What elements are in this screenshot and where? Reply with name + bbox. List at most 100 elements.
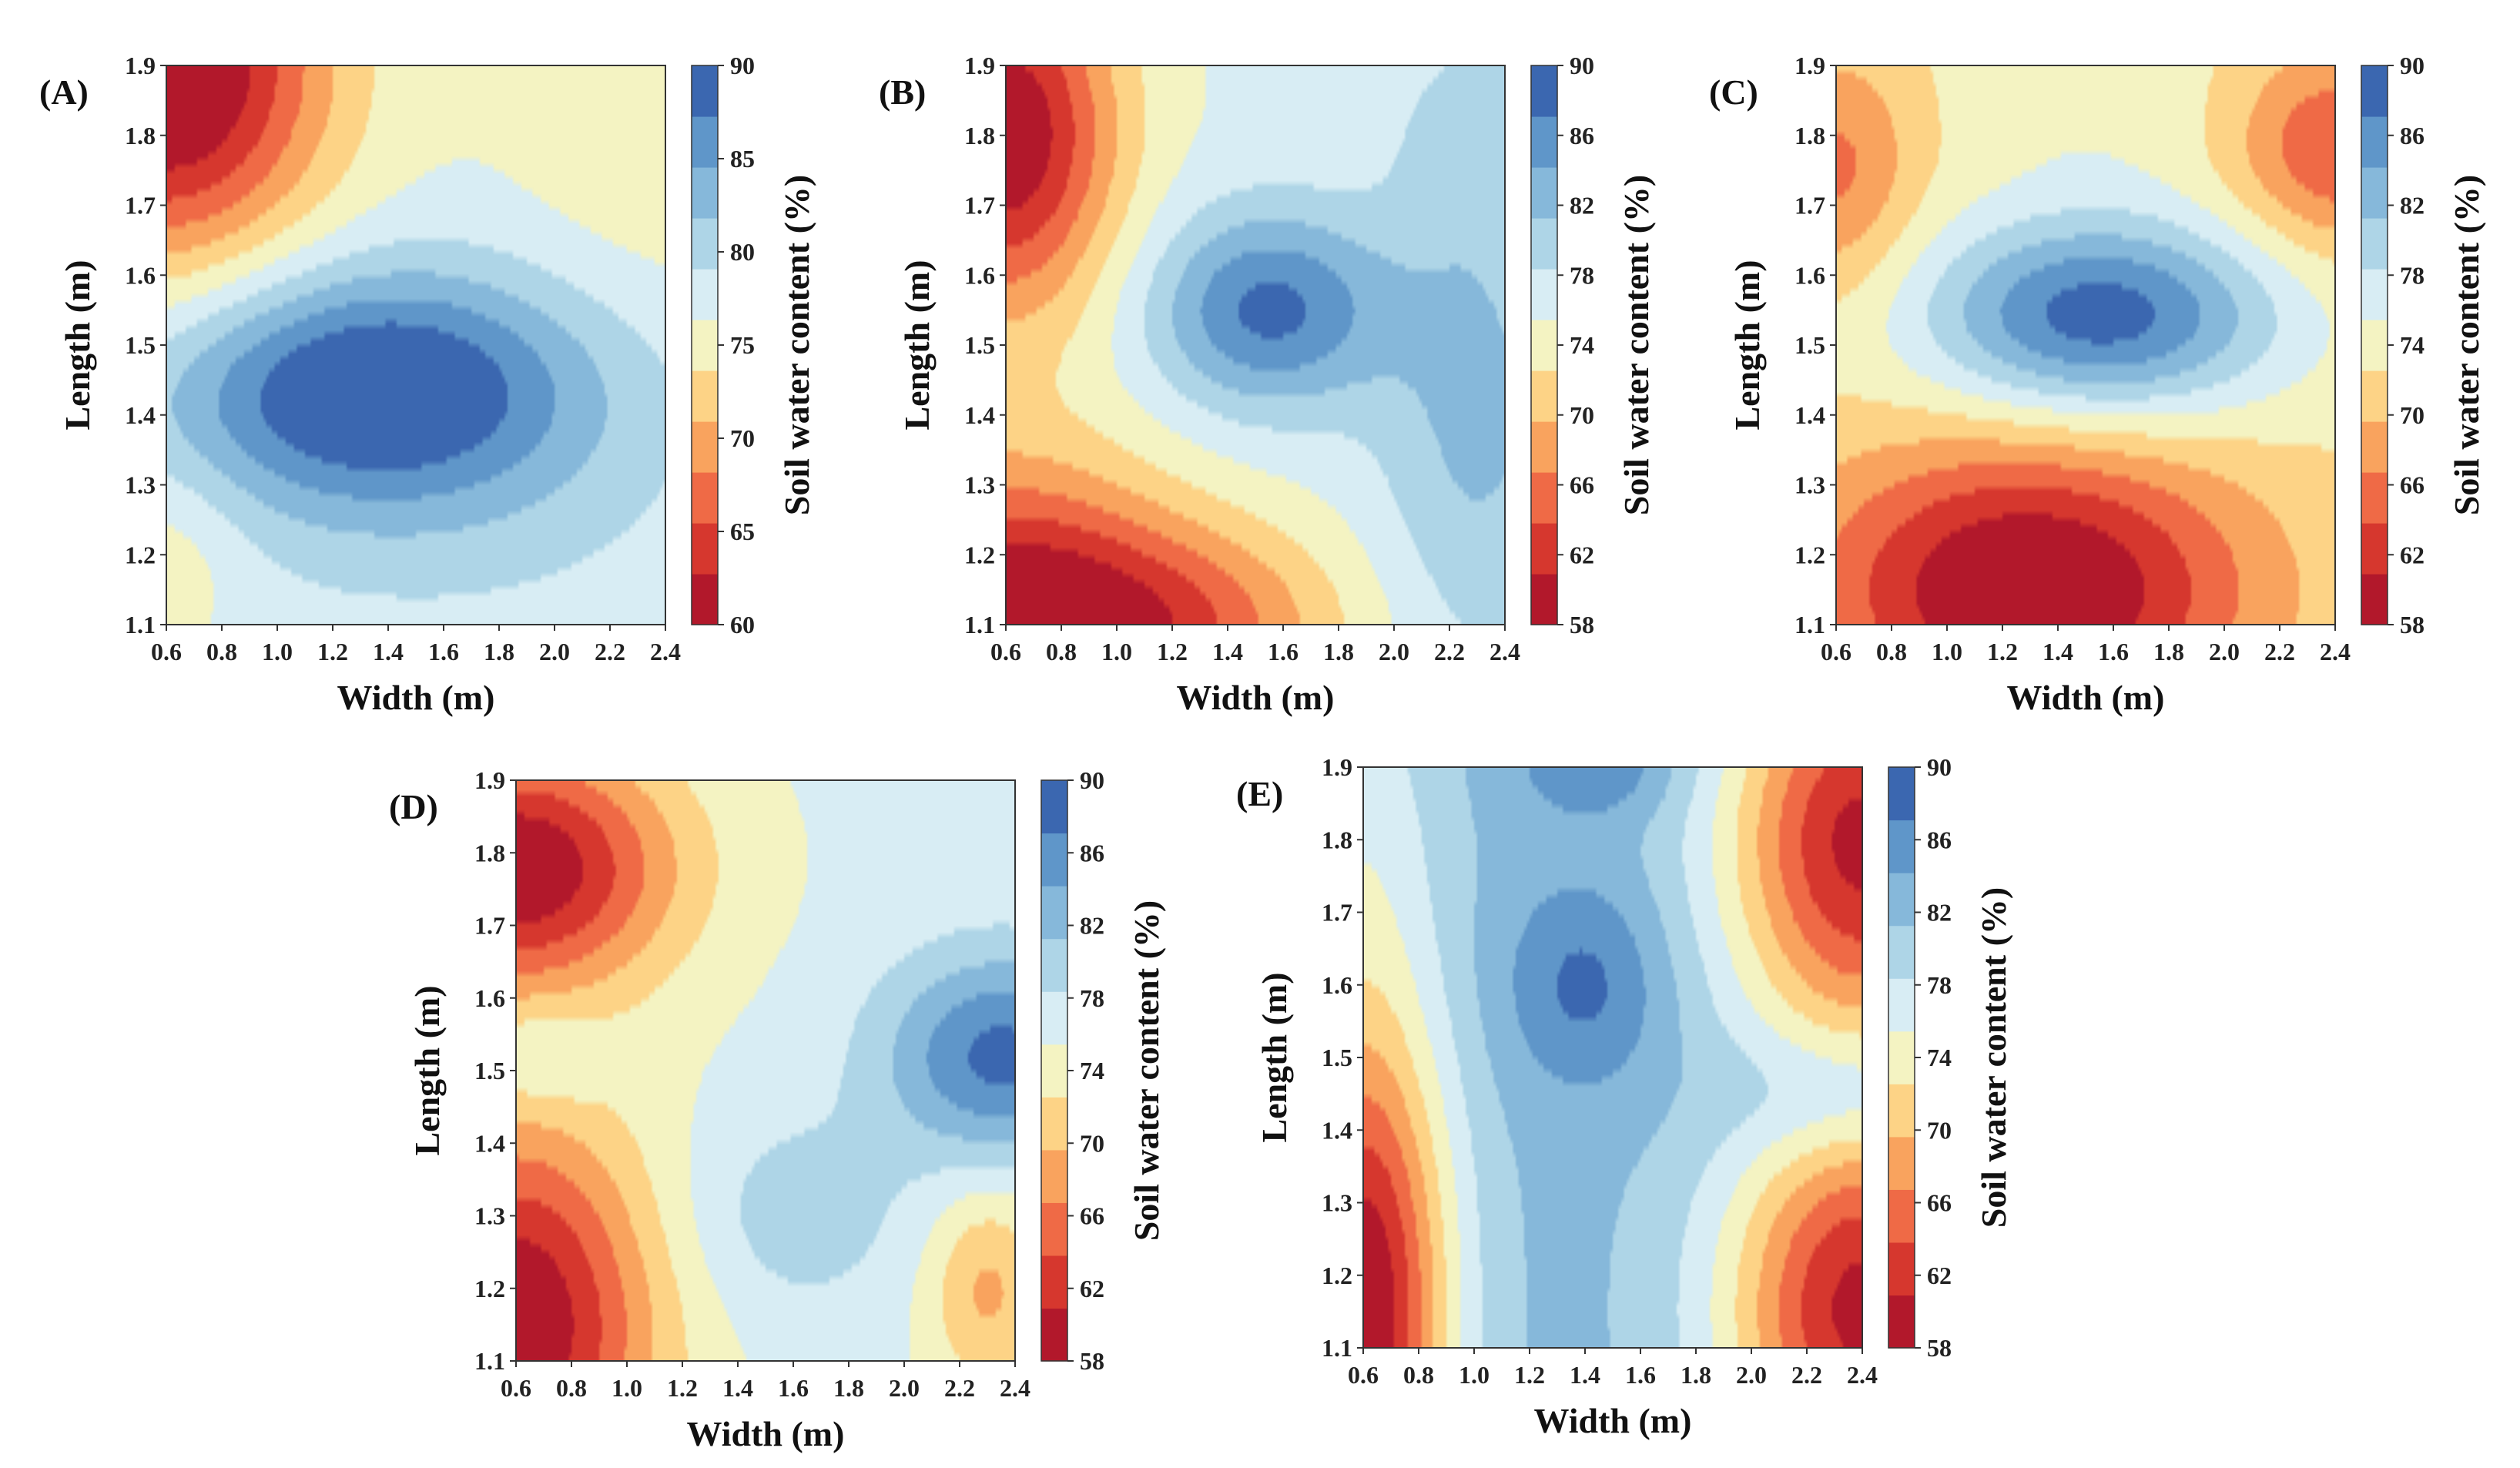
x-tick-label: 2.0 (539, 638, 570, 665)
y-tick-label: 1.5 (125, 331, 156, 359)
x-tick-label: 2.0 (1379, 638, 1409, 665)
panel-e: (E) 0.6 0.8 1.0 1.2 1.4 1.6 1.8 2.0 2.2 2.4 1.1 1.2 1… (1236, 753, 2013, 1440)
x-tick-label: 2.4 (650, 638, 681, 665)
colorbar-band (692, 523, 718, 575)
y-tick-label: 1.8 (1794, 122, 1825, 149)
x-tick-label: 2.4 (1490, 638, 1520, 665)
x-tick-label: 1.4 (1212, 638, 1243, 665)
x-tick-label: 1.0 (612, 1374, 642, 1402)
y-tick-label: 1.5 (1794, 331, 1825, 359)
y-tick-label: 1.2 (125, 541, 156, 568)
colorbar-band (2361, 523, 2388, 575)
y-tick-label: 1.6 (964, 261, 995, 289)
x-tick-label: 1.6 (1625, 1361, 1656, 1389)
colorbar-tick-label: 78 (1927, 971, 1952, 999)
y-tick-label: 1.8 (474, 839, 505, 866)
y-tick-label: 1.5 (964, 331, 995, 359)
colorbar-tick-label: 74 (1570, 331, 1594, 359)
x-tick-label: 2.2 (944, 1374, 975, 1402)
y-tick-label: 1.9 (1794, 52, 1825, 79)
y-tick-label: 1.4 (125, 401, 156, 429)
x-tick-label: 1.8 (2153, 638, 2184, 665)
x-tick-label: 0.8 (556, 1374, 587, 1402)
panel-label: (A) (39, 72, 89, 112)
x-tick-label: 1.4 (722, 1374, 753, 1402)
colorbar-tick-label: 58 (1080, 1347, 1104, 1375)
colorbar-tick-label: 90 (2400, 52, 2424, 79)
colorbar-band (692, 574, 718, 625)
x-tick-label: 1.0 (262, 638, 293, 665)
x-tick-label: 0.8 (206, 638, 237, 665)
colorbar-band (1531, 574, 1557, 625)
colorbar-band (2361, 370, 2388, 422)
colorbar-band (1888, 1031, 1915, 1084)
x-tick-label: 1.8 (833, 1374, 864, 1402)
colorbar-band (1888, 925, 1915, 979)
colorbar-band (1041, 938, 1067, 992)
colorbar-band (1531, 218, 1557, 270)
y-tick-label: 1.1 (1322, 1334, 1352, 1362)
panel-b: (B) 0.6 0.8 1.0 1.2 1.4 1.6 1.8 2.0 2.2 2.4 1.1 1.2 1… (879, 52, 1656, 717)
colorbar-tick-label: 90 (730, 52, 755, 79)
colorbar-band (1041, 1044, 1067, 1098)
colorbar-band (1041, 1149, 1067, 1203)
colorbar-tick-label: 78 (2400, 261, 2424, 289)
colorbar-band (1531, 269, 1557, 320)
colorbar-band (692, 370, 718, 422)
x-axis-label: Width (m) (1177, 678, 1335, 717)
y-axis-label: Length (m) (1255, 972, 1294, 1142)
colorbar-tick-label: 65 (730, 518, 755, 545)
colorbar-tick-label: 70 (1080, 1129, 1104, 1157)
x-tick-label: 0.6 (1821, 638, 1851, 665)
colorbar-band (1531, 65, 1557, 117)
y-tick-label: 1.3 (1322, 1189, 1352, 1217)
y-tick-label: 1.7 (1322, 899, 1352, 927)
colorbar-tick-label: 86 (1080, 839, 1104, 866)
contour-field (166, 65, 665, 625)
contour-field (1836, 65, 2335, 625)
y-tick-label: 1.3 (964, 471, 995, 499)
y-tick-label: 1.8 (1322, 826, 1352, 853)
colorbar-tick-label: 82 (1080, 912, 1104, 940)
y-tick-label: 1.2 (964, 541, 995, 568)
colorbar-band (2361, 269, 2388, 320)
colorbar-tick-label: 85 (730, 145, 755, 173)
x-tick-label: 1.2 (667, 1374, 698, 1402)
colorbar-band (1531, 320, 1557, 371)
colorbar-band (692, 421, 718, 473)
colorbar-tick-label: 78 (1570, 261, 1594, 289)
x-tick-label: 1.4 (373, 638, 404, 665)
colorbar-band (1531, 421, 1557, 473)
colorbar-band (1041, 1097, 1067, 1151)
colorbar-band (1041, 1308, 1067, 1362)
y-axis-label: Length (m) (407, 985, 447, 1155)
colorbar-band (1888, 873, 1915, 927)
contour-field (1006, 65, 1505, 625)
x-tick-label: 1.2 (1157, 638, 1188, 665)
colorbar-band (1888, 819, 1915, 873)
y-tick-label: 1.9 (125, 52, 156, 79)
x-tick-label: 1.2 (317, 638, 348, 665)
panel-label: (D) (389, 787, 438, 826)
x-tick-label: 1.0 (1932, 638, 1962, 665)
x-tick-label: 2.4 (2320, 638, 2351, 665)
y-tick-label: 1.1 (964, 611, 995, 638)
y-tick-label: 1.8 (125, 122, 156, 149)
colorbar-tick-label: 86 (1570, 122, 1594, 149)
x-tick-label: 2.0 (2209, 638, 2240, 665)
x-axis-label: Width (m) (337, 678, 495, 717)
colorbar-band (1531, 472, 1557, 524)
colorbar-band (1041, 833, 1067, 886)
contour-field (516, 780, 1015, 1361)
y-tick-label: 1.1 (474, 1347, 505, 1375)
colorbar-label: Soil water content (%) (1127, 900, 1166, 1241)
colorbar-tick-label: 60 (730, 611, 755, 638)
colorbar-band (1888, 1084, 1915, 1138)
colorbar-band (1041, 780, 1067, 834)
y-tick-label: 1.9 (474, 766, 505, 794)
colorbar-band (1531, 167, 1557, 219)
colorbar-band (1888, 1189, 1915, 1243)
y-tick-label: 1.6 (474, 984, 505, 1012)
x-tick-label: 2.4 (1847, 1361, 1878, 1389)
y-axis-label: Length (m) (58, 260, 97, 430)
